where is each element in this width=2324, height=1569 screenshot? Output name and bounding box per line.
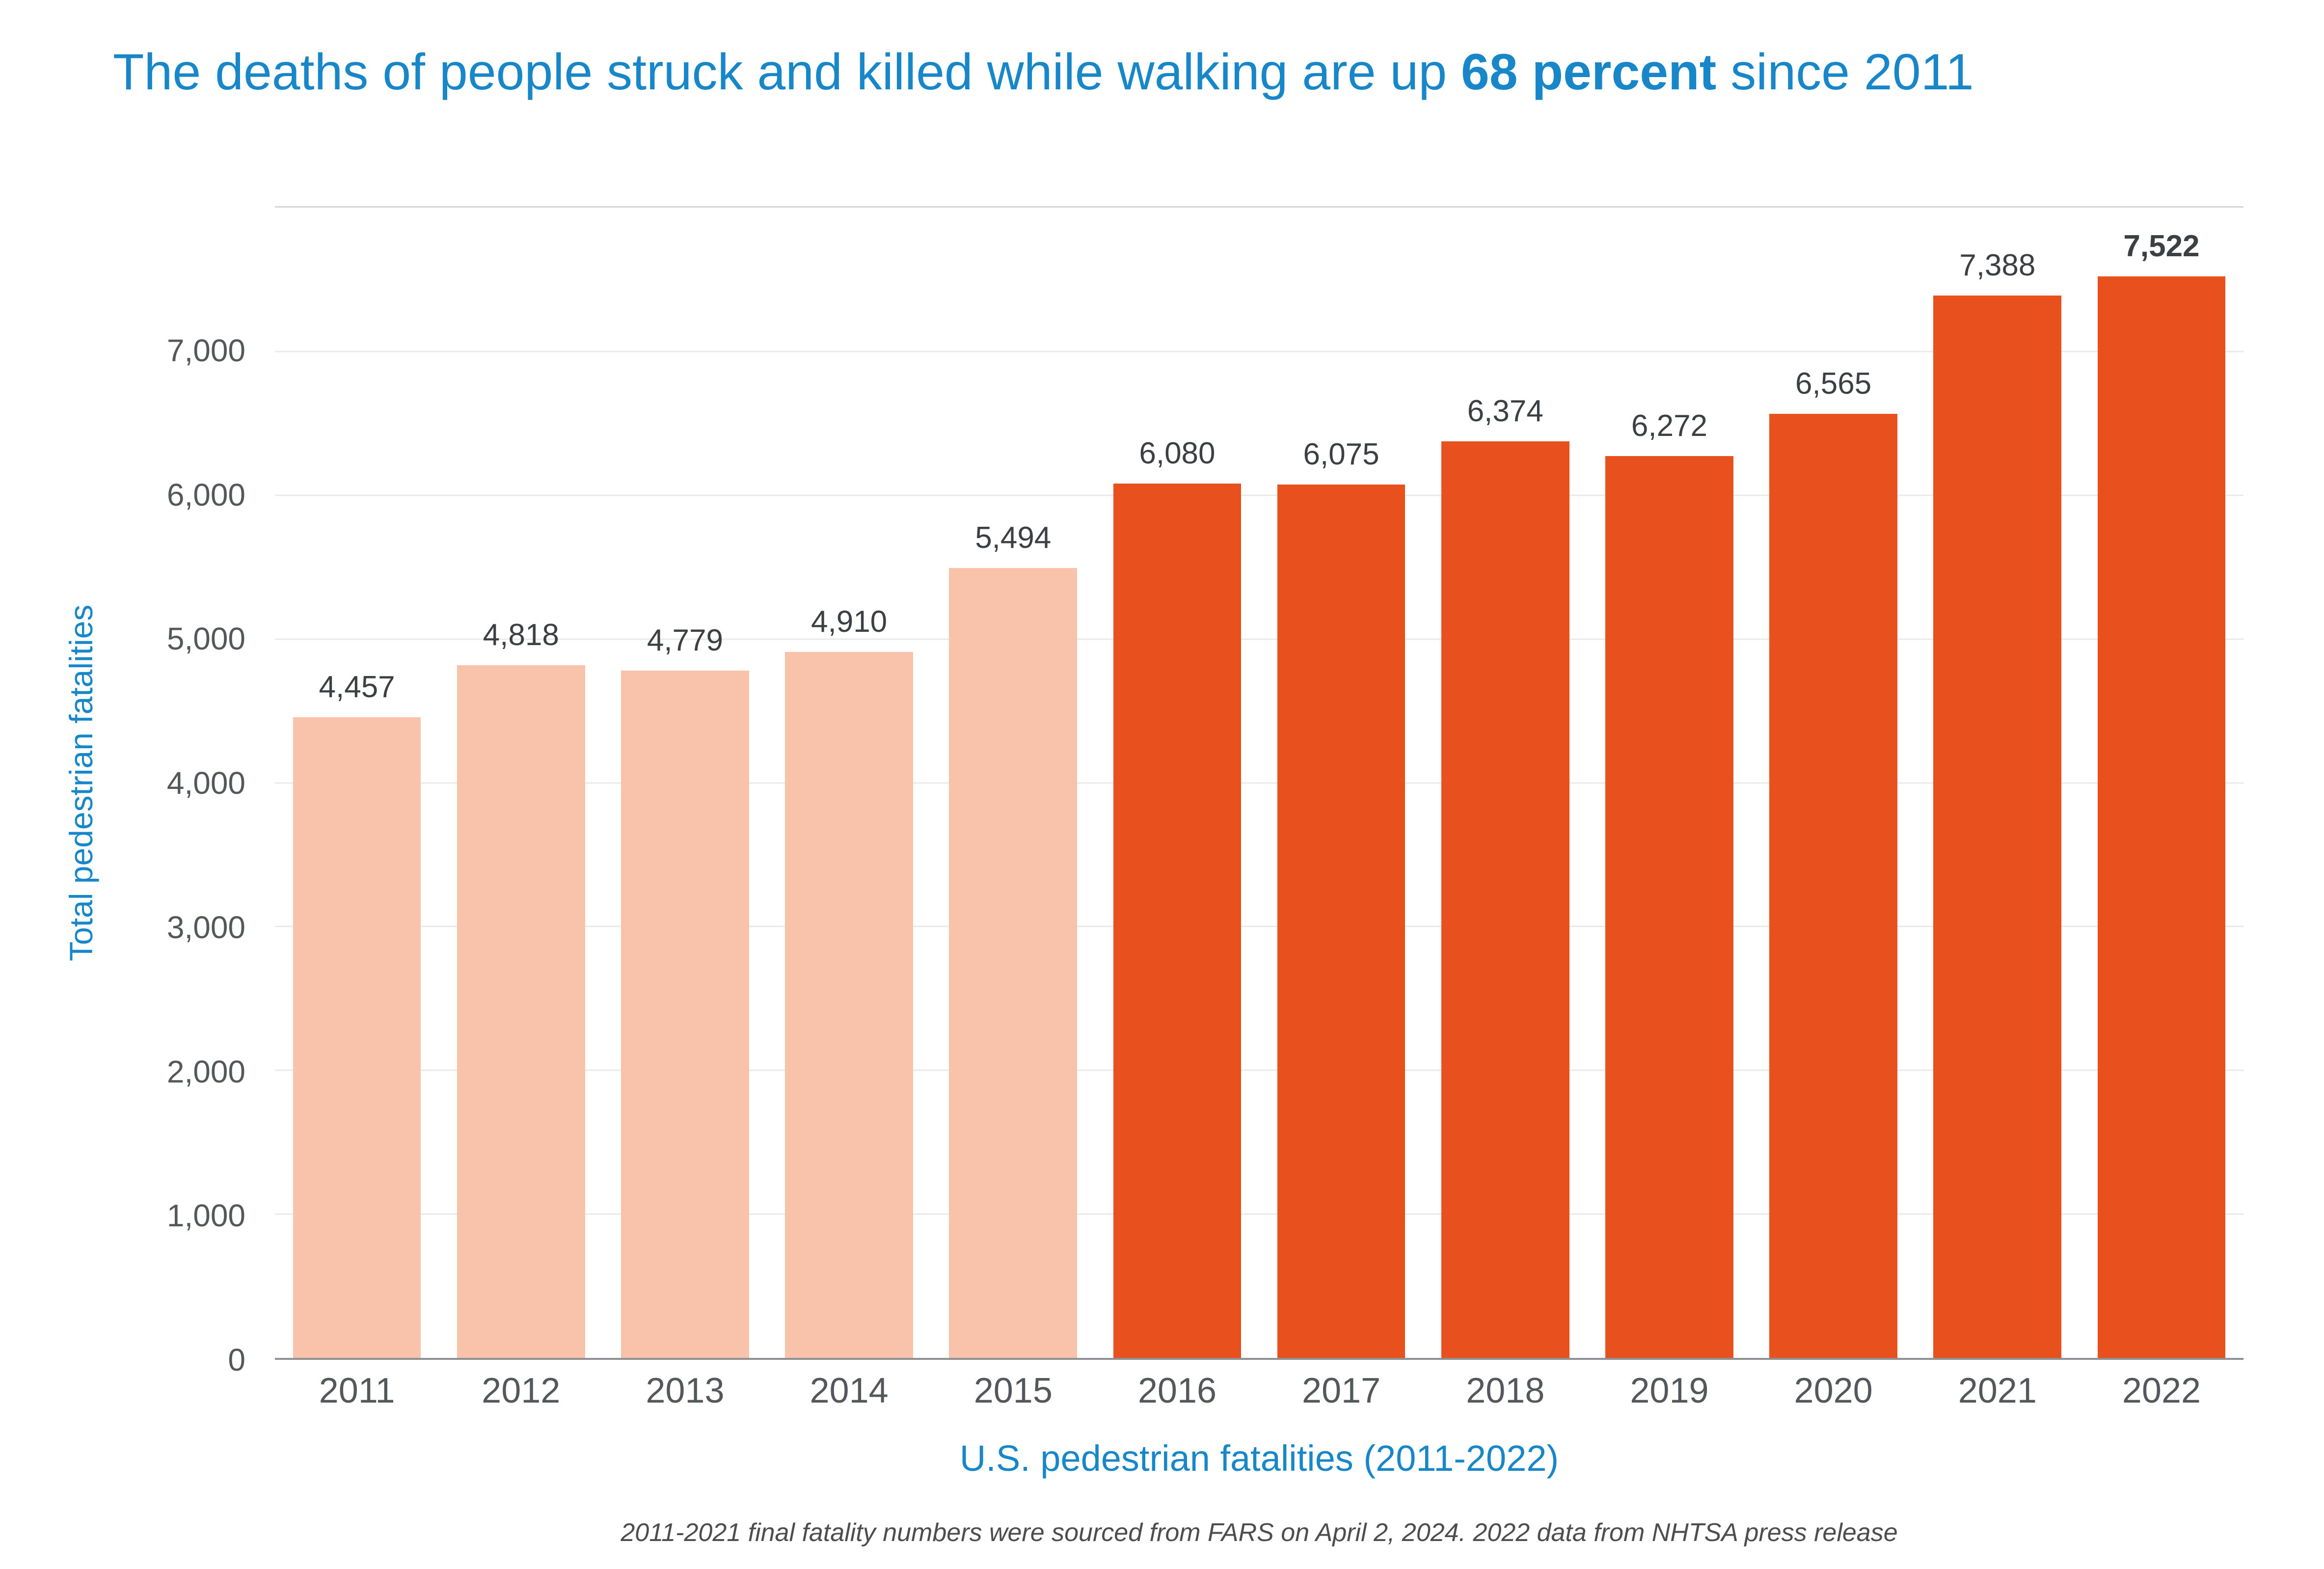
bar-2017	[1277, 484, 1405, 1358]
chart-title: The deaths of people struck and killed w…	[113, 43, 1974, 102]
source-footnote: 2011-2021 final fatality numbers were so…	[621, 1518, 1898, 1547]
x-tick-label-2015: 2015	[973, 1371, 1053, 1410]
x-axis-tick-labels: 2011 2012 2013 2014 2015 2016 2017 2018 2019 2020…	[275, 1371, 2243, 1411]
x-tick-label-2011: 2011	[319, 1371, 395, 1410]
x-tick-label-2022: 2022	[2122, 1371, 2201, 1410]
x-tick-label-2018: 2018	[1466, 1371, 1545, 1410]
bar-value-label: 6,075	[1303, 437, 1379, 471]
bar-2018	[1441, 441, 1569, 1358]
x-tick-label-2013: 2013	[646, 1371, 725, 1410]
y-tick-label-5000: 5,000	[166, 621, 245, 657]
x-tick-label-2017: 2017	[1302, 1371, 1381, 1410]
bar-2015	[949, 568, 1078, 1358]
bar-value-label: 7,522	[2123, 229, 2200, 263]
bar-series: 4,457 4,818 4,779 4,910 5,494 6,080 6,075 6,374…	[275, 208, 2243, 1358]
chart-title-post: since 2011	[1716, 44, 1974, 101]
x-tick-label-2019: 2019	[1630, 1371, 1709, 1410]
y-tick-label-3000: 3,000	[166, 909, 245, 945]
x-axis-title: U.S. pedestrian fatalities (2011-2022)	[959, 1438, 1559, 1479]
y-tick-label-1000: 1,000	[166, 1198, 245, 1234]
bar-column-2012: 4,818	[439, 208, 603, 1358]
gridline-5000	[275, 638, 2243, 640]
bar-column-2015: 5,494	[931, 208, 1095, 1358]
bar-2021	[1933, 296, 2062, 1358]
bar-2013	[621, 671, 749, 1358]
chart-title-pre: The deaths of people struck and killed w…	[113, 44, 1461, 101]
bar-value-label: 6,374	[1467, 394, 1543, 429]
chart-title-emphasis: 68 percent	[1461, 44, 1717, 101]
bar-column-2019: 6,272	[1587, 208, 1751, 1358]
bar-value-label: 6,565	[1795, 367, 1872, 401]
bar-column-2011: 4,457	[275, 208, 439, 1358]
bar-value-label: 6,272	[1631, 409, 1708, 443]
bar-column-2020: 6,565	[1752, 208, 1916, 1358]
plot-area: 4,457 4,818 4,779 4,910 5,494 6,080 6,075 6,374…	[275, 206, 2243, 1360]
y-axis-tick-labels: 0 1,000 2,000 3,000 4,000 5,000 6,000 7,000	[0, 206, 245, 1378]
y-tick-label-2000: 2,000	[166, 1054, 245, 1089]
gridline-2000	[275, 1069, 2243, 1071]
x-tick-label-2012: 2012	[482, 1371, 561, 1410]
gridline-4000	[275, 782, 2243, 784]
bar-2012	[457, 665, 585, 1358]
bar-value-label: 4,457	[319, 670, 395, 704]
y-tick-label-0: 0	[228, 1342, 245, 1378]
x-tick-label-2020: 2020	[1794, 1371, 1873, 1410]
y-tick-label-6000: 6,000	[166, 477, 245, 513]
x-tick-label-2014: 2014	[810, 1371, 889, 1410]
y-tick-label-7000: 7,000	[166, 332, 245, 368]
bar-2019	[1605, 456, 1733, 1358]
bar-column-2018: 6,374	[1423, 208, 1587, 1358]
bar-value-label: 4,818	[483, 618, 559, 652]
gridline-7000	[275, 351, 2243, 352]
gridline-6000	[275, 494, 2243, 496]
x-tick-label-2021: 2021	[1958, 1371, 2037, 1410]
bar-value-label: 4,779	[647, 623, 723, 658]
bar-value-label: 6,080	[1139, 436, 1216, 471]
x-tick-label-2016: 2016	[1137, 1371, 1217, 1410]
bar-value-label: 7,388	[1959, 248, 2036, 283]
bar-column-2022: 7,522	[2080, 208, 2243, 1358]
bar-column-2017: 6,075	[1259, 208, 1423, 1358]
bar-column-2013: 4,779	[603, 208, 767, 1358]
bar-2020	[1769, 414, 1897, 1358]
gridline-1000	[275, 1213, 2243, 1215]
bar-2014	[785, 651, 913, 1358]
bar-value-label: 5,494	[975, 520, 1052, 555]
bar-column-2016: 6,080	[1095, 208, 1259, 1358]
bar-2016	[1113, 484, 1242, 1358]
bar-column-2014: 4,910	[767, 208, 931, 1358]
y-tick-label-4000: 4,000	[166, 765, 245, 801]
bar-2022	[2097, 276, 2226, 1358]
bar-value-label: 4,910	[811, 604, 888, 639]
bar-2011	[293, 717, 421, 1358]
gridline-3000	[275, 925, 2243, 927]
bar-column-2021: 7,388	[1916, 208, 2080, 1358]
